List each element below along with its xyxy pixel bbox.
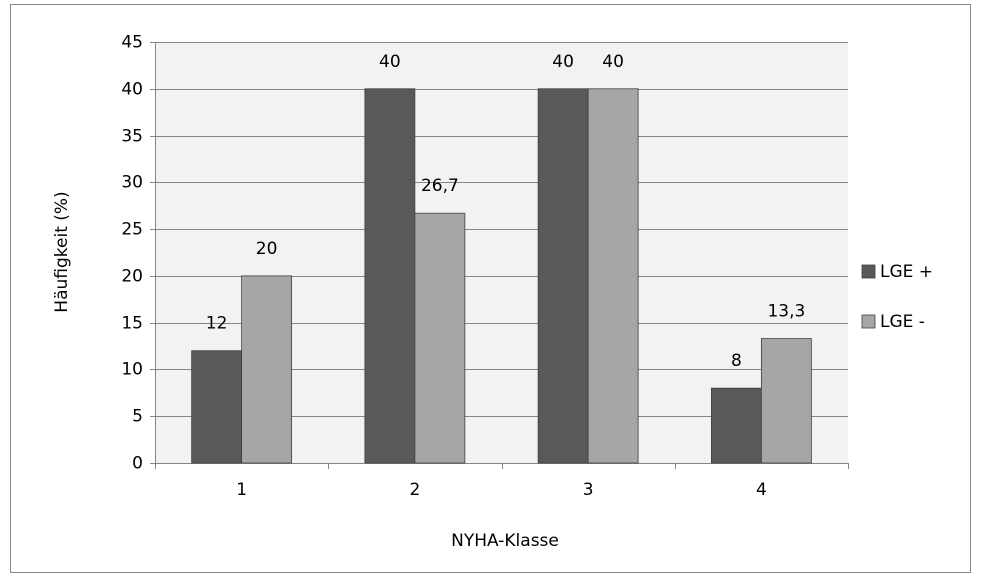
x-tick-label: 4 xyxy=(756,480,767,500)
value-label: 40 xyxy=(552,52,574,72)
y-tick-label: 45 xyxy=(121,33,143,53)
x-tick-label: 2 xyxy=(409,480,420,500)
legend-label: LGE - xyxy=(880,312,925,332)
y-tick-label: 0 xyxy=(132,454,143,474)
y-tick-label: 25 xyxy=(121,220,143,240)
y-tick-label: 35 xyxy=(121,127,143,147)
x-tick-label: 3 xyxy=(583,480,594,500)
value-label: 20 xyxy=(256,239,278,259)
value-label: 40 xyxy=(379,52,401,72)
bar xyxy=(710,387,762,464)
bar xyxy=(364,88,416,464)
y-axis-title: Häufigkeit (%) xyxy=(52,191,72,312)
y-tick-label: 5 xyxy=(132,407,143,427)
x-axis-title: NYHA-Klasse xyxy=(451,531,559,551)
bar xyxy=(191,350,243,464)
bar xyxy=(760,338,812,464)
x-tick-label: 1 xyxy=(236,480,247,500)
value-label: 40 xyxy=(602,52,624,72)
value-label: 12 xyxy=(206,314,228,334)
y-tick-label: 15 xyxy=(121,314,143,334)
bar xyxy=(241,275,293,464)
legend-swatch xyxy=(861,314,876,329)
y-tick-label: 30 xyxy=(121,173,143,193)
value-label: 26,7 xyxy=(421,176,459,196)
y-tick-label: 40 xyxy=(121,80,143,100)
legend-swatch xyxy=(861,264,876,279)
y-tick-label: 20 xyxy=(121,267,143,287)
value-label: 13,3 xyxy=(767,302,805,322)
bar xyxy=(587,88,639,464)
bar xyxy=(414,212,466,464)
value-label: 8 xyxy=(731,351,742,371)
bar xyxy=(537,88,589,464)
y-tick-label: 10 xyxy=(121,360,143,380)
legend-label: LGE + xyxy=(880,262,933,282)
